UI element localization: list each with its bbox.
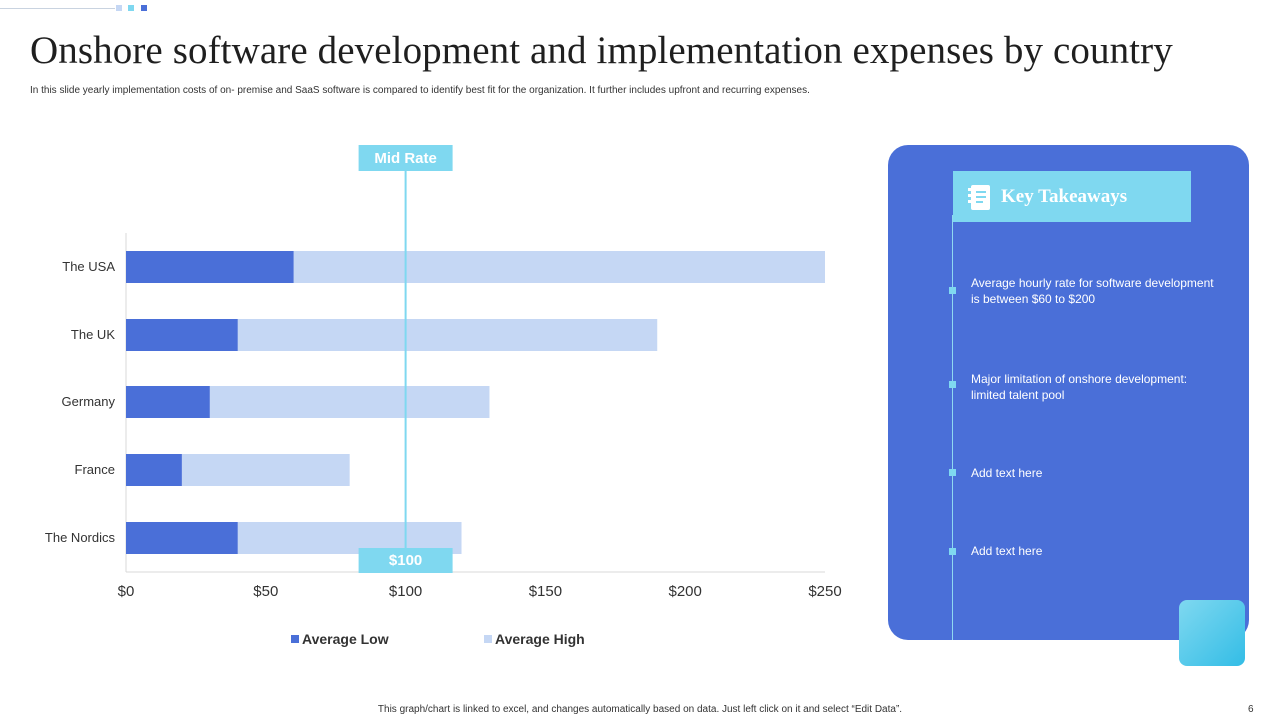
x-tick-label: $250 [808, 583, 841, 600]
top-decor-line [0, 8, 115, 9]
footer-note: This graph/chart is linked to excel, and… [377, 704, 903, 715]
takeaway-item: Add text here [971, 544, 1043, 558]
x-tick-label: $0 [118, 583, 135, 600]
key-takeaways-panel [888, 145, 1249, 640]
mid-rate-label-box [358, 145, 453, 171]
bar-average-low [126, 319, 238, 351]
notes-icon [968, 184, 990, 210]
legend-swatch [291, 635, 299, 643]
bar-chart: The USA The UK Germany France The Nordics $0 $… [45, 145, 842, 647]
mid-rate-value: $100 [389, 552, 422, 569]
takeaway-item: Add text here [971, 466, 1043, 480]
x-tick-label: $200 [669, 583, 702, 600]
x-tick-label: $100 [389, 583, 422, 600]
y-tick-label: Germany [62, 394, 116, 409]
y-tick-label: The USA [62, 259, 115, 274]
mid-rate-label: Mid Rate [374, 150, 437, 167]
y-tick-label: France [75, 462, 115, 477]
takeaway-marker [949, 287, 956, 294]
takeaway-marker [949, 469, 956, 476]
bar-average-low [126, 386, 210, 418]
mid-rate-value-box [358, 548, 453, 573]
legend-label: Average High [495, 631, 585, 647]
takeaways-timeline-line [952, 215, 953, 640]
x-tick-label: $50 [253, 583, 278, 600]
bar-average-high [181, 454, 350, 486]
page-number: 6 [1248, 704, 1254, 715]
key-takeaways-title: Key Takeaways [1001, 185, 1128, 207]
bar-average-high [237, 319, 658, 351]
bar-average-low [126, 251, 294, 283]
legend-swatch [484, 635, 492, 643]
takeaway-item: Average hourly rate for software develop… [971, 276, 1214, 306]
takeaway-item: Major limitation of onshore development:… [971, 372, 1188, 402]
bar-average-high [293, 251, 825, 283]
y-tick-label: The UK [71, 327, 115, 342]
bar-average-low [126, 522, 238, 554]
top-decor-square-3 [141, 5, 147, 11]
decor-gradient-square [1179, 600, 1245, 666]
y-tick-label: The Nordics [45, 530, 116, 545]
top-decor-square-1 [116, 5, 122, 11]
takeaway-marker [949, 381, 956, 388]
page-title: Onshore software development and impleme… [30, 29, 1173, 72]
page-subtitle: In this slide yearly implementation cost… [30, 85, 810, 96]
bar-average-low [126, 454, 182, 486]
x-tick-label: $150 [529, 583, 562, 600]
bar-average-high [209, 386, 490, 418]
key-takeaways-header: Key Takeaways [953, 171, 1191, 222]
takeaway-marker [949, 548, 956, 555]
top-decor-square-2 [128, 5, 134, 11]
legend-label: Average Low [302, 631, 389, 647]
